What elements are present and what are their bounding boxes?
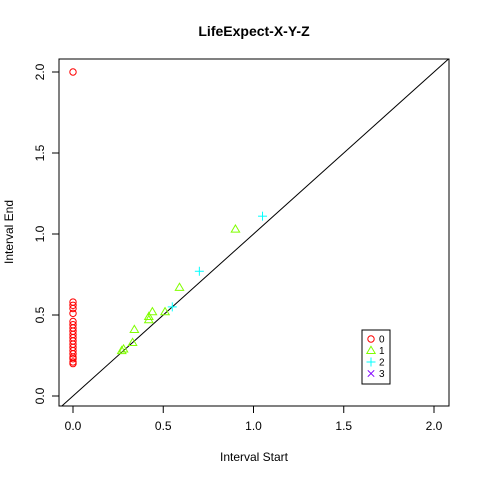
data-point-series-0 xyxy=(69,301,77,309)
data-point-series-0 xyxy=(69,309,77,318)
data-point-series-1 xyxy=(147,306,158,316)
data-point-series-0 xyxy=(69,355,77,363)
legend-box xyxy=(361,329,391,385)
x-tick-label: 2.0 xyxy=(426,419,443,433)
data-point-series-0 xyxy=(69,359,77,368)
data-point-series-2 xyxy=(194,266,204,276)
axes: 0.0 0.5 1.0 1.5 2.0 0.0 0.5 1.0 1.5 2.0 xyxy=(33,63,443,433)
y-tick-label: 0.0 xyxy=(33,387,47,404)
legend-entry-label: 0 xyxy=(379,335,385,346)
chart-title: LifeExpect-X-Y-Z xyxy=(198,23,310,39)
data-point-series-1 xyxy=(230,223,241,233)
data-point-series-0 xyxy=(69,350,77,358)
x-tick-label: 1.5 xyxy=(335,419,352,433)
data-point-series-0 xyxy=(69,68,77,76)
data-point-series-1 xyxy=(129,324,140,334)
x-tick-label: 1.0 xyxy=(245,419,262,433)
x-tick-label: 0.5 xyxy=(155,419,172,433)
y-tick-label: 1.0 xyxy=(33,225,47,242)
data-point-series-2 xyxy=(167,302,177,312)
y-axis-label: Interval End xyxy=(2,200,16,264)
data-point-series-1 xyxy=(127,337,138,346)
x-axis-label: Interval Start xyxy=(220,450,289,464)
legend-marker-0 xyxy=(367,335,375,343)
data-point-series-1 xyxy=(143,311,154,321)
legend-marker-2 xyxy=(366,357,376,367)
data-point-series-1 xyxy=(116,345,127,355)
data-point-series-0 xyxy=(69,304,77,313)
y-tick-label: 1.5 xyxy=(33,144,47,161)
legend-entry-label: 2 xyxy=(379,358,385,369)
data-point-series-1 xyxy=(159,306,171,316)
legend-entry-label: 1 xyxy=(379,346,385,357)
y-tick-label: 0.5 xyxy=(33,306,47,323)
legend-entry-label: 3 xyxy=(379,369,385,380)
data-point-series-1 xyxy=(118,343,129,353)
x-tick-label: 0.0 xyxy=(65,419,82,433)
data-point-series-1 xyxy=(174,282,185,291)
data-point-series-2 xyxy=(258,211,268,221)
y-tick-label: 2.0 xyxy=(33,63,47,80)
data-points xyxy=(69,68,268,368)
legend-marker-1 xyxy=(365,345,377,354)
legend-marker-3 xyxy=(367,369,375,378)
reference-line xyxy=(61,58,449,407)
